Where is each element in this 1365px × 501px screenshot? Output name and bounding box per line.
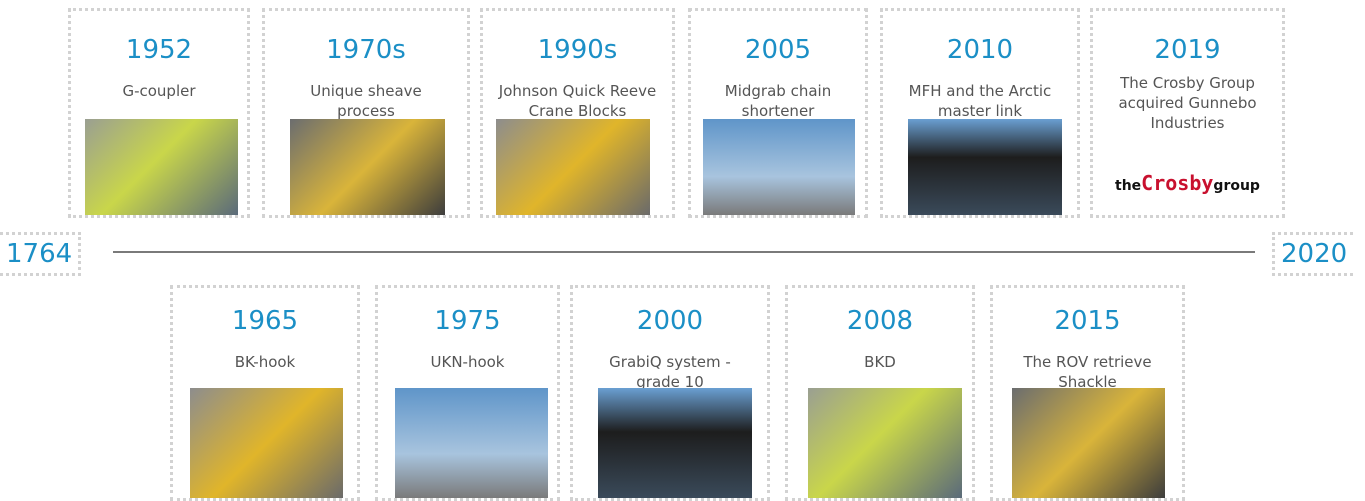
item-photo	[496, 119, 650, 215]
description-line: process	[265, 101, 467, 121]
logo-text: group	[1213, 178, 1260, 194]
description-line: MFH and the Arctic	[883, 81, 1077, 101]
item-photo	[290, 119, 445, 215]
item-year: 1965	[173, 306, 357, 336]
item-year: 2008	[788, 306, 972, 336]
description-line: master link	[883, 101, 1077, 121]
logo-text: Crosby	[1141, 171, 1213, 195]
item-photo	[395, 388, 548, 498]
timeline-item: 1952 G-coupler	[68, 8, 250, 218]
description-line: Johnson Quick Reeve	[483, 81, 672, 101]
description-line: Midgrab chain	[691, 81, 865, 101]
description-line: The Crosby Group	[1093, 73, 1282, 93]
timeline-item: 1975 UKN-hook	[375, 285, 560, 501]
item-photo	[190, 388, 343, 498]
item-year: 2005	[691, 35, 865, 65]
logo-text: the	[1115, 178, 1141, 194]
item-photo	[908, 119, 1062, 215]
timeline-item: 2008 BKD	[785, 285, 975, 501]
logo: theCrosbygroup	[1093, 171, 1282, 195]
item-description: BKD	[788, 352, 972, 372]
item-description: G-coupler	[71, 81, 247, 101]
item-photo	[85, 119, 238, 215]
description-line: Crane Blocks	[483, 101, 672, 121]
item-photo	[808, 388, 962, 498]
item-year: 2019	[1093, 35, 1282, 65]
description-line: BK-hook	[173, 352, 357, 372]
description-line: The ROV retrieve	[993, 352, 1182, 372]
item-photo	[598, 388, 752, 498]
item-photo	[703, 119, 855, 215]
item-year: 2015	[993, 306, 1182, 336]
start-year: 1764	[0, 232, 81, 276]
item-year: 2010	[883, 35, 1077, 65]
item-description: GrabiQ system -grade 10	[573, 352, 767, 392]
item-year: 1952	[71, 35, 247, 65]
timeline-axis	[113, 251, 1255, 253]
description-line: G-coupler	[71, 81, 247, 101]
description-line: acquired Gunnebo	[1093, 93, 1282, 113]
timeline-item: 1965 BK-hook	[170, 285, 360, 501]
description-line: GrabiQ system -	[573, 352, 767, 372]
item-year: 2000	[573, 306, 767, 336]
item-year: 1990s	[483, 35, 672, 65]
description-line: shortener	[691, 101, 865, 121]
description-line: Industries	[1093, 113, 1282, 133]
page: {"start_year": "1764", "end_year": "2020…	[0, 0, 1365, 501]
item-year: 1975	[378, 306, 557, 336]
item-description: UKN-hook	[378, 352, 557, 372]
item-photo	[1012, 388, 1165, 498]
description-line: Unique sheave	[265, 81, 467, 101]
end-year: 2020	[1272, 232, 1353, 276]
item-year: 1970s	[265, 35, 467, 65]
timeline-item: 2000 GrabiQ system -grade 10	[570, 285, 770, 501]
description-line: UKN-hook	[378, 352, 557, 372]
description-line: BKD	[788, 352, 972, 372]
item-description: BK-hook	[173, 352, 357, 372]
